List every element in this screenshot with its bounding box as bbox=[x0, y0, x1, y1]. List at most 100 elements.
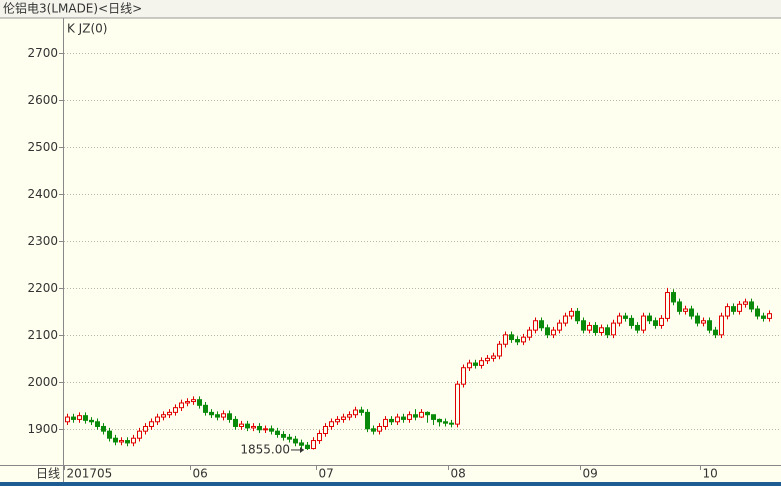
candle-body bbox=[323, 425, 328, 435]
candle-body bbox=[143, 425, 148, 432]
candle-body bbox=[149, 421, 154, 427]
candle-body bbox=[209, 411, 214, 416]
x-tick-label: 201705 bbox=[67, 467, 113, 481]
candle-body bbox=[365, 411, 370, 430]
candle-body bbox=[683, 308, 688, 312]
candle-body bbox=[131, 437, 136, 444]
x-tick-label: 07 bbox=[319, 467, 334, 481]
candle-body bbox=[479, 360, 484, 366]
candle-body bbox=[581, 320, 586, 331]
candle-body bbox=[653, 320, 658, 326]
candle-body bbox=[587, 324, 592, 331]
candle-body bbox=[611, 322, 616, 336]
candle-body bbox=[503, 334, 508, 345]
candle-body bbox=[305, 444, 310, 450]
y-tick-label: 2100 bbox=[27, 328, 58, 342]
candle-body bbox=[299, 442, 304, 446]
y-tick-label: 1900 bbox=[27, 422, 58, 436]
candle-body bbox=[341, 416, 346, 420]
candle-body bbox=[635, 324, 640, 331]
candle-body bbox=[353, 409, 358, 416]
candle-body bbox=[245, 423, 250, 429]
candle-body bbox=[395, 416, 400, 423]
candle-body bbox=[311, 440, 316, 450]
candle-body bbox=[599, 327, 604, 333]
candle-body bbox=[155, 416, 160, 423]
candle-body bbox=[545, 327, 550, 336]
candle-body bbox=[737, 303, 742, 312]
candle-body bbox=[761, 315, 766, 319]
candle-body bbox=[173, 407, 178, 413]
candle-body bbox=[677, 301, 682, 312]
candle-body bbox=[491, 355, 496, 359]
candle-body bbox=[593, 324, 598, 333]
candle-body bbox=[215, 414, 220, 418]
candle-body bbox=[161, 414, 166, 418]
y-tick-label: 2500 bbox=[27, 140, 58, 154]
candle-body bbox=[377, 425, 382, 432]
candle-body bbox=[281, 433, 286, 438]
candle-body bbox=[743, 301, 748, 305]
candle-body bbox=[287, 436, 292, 440]
y-tick-label: 2300 bbox=[27, 234, 58, 248]
y-tick-label: 2700 bbox=[27, 46, 58, 60]
y-tick-label: 2000 bbox=[27, 375, 58, 389]
candle-body bbox=[533, 320, 538, 331]
candle-body bbox=[203, 404, 208, 413]
candle-body bbox=[401, 416, 406, 420]
candle-body bbox=[725, 306, 730, 317]
candle-body bbox=[221, 413, 226, 418]
candle-body bbox=[383, 418, 388, 427]
candle-body bbox=[713, 329, 718, 336]
candle-body bbox=[767, 313, 772, 319]
candle-body bbox=[557, 322, 562, 331]
candle-body bbox=[455, 383, 460, 425]
candle-body bbox=[275, 430, 280, 435]
y-tick-label: 2200 bbox=[27, 281, 58, 295]
candle-body bbox=[521, 336, 526, 343]
candle-body bbox=[65, 416, 70, 423]
candle-body bbox=[419, 411, 424, 418]
indicator-label: K JZ(0) bbox=[67, 22, 107, 36]
candle-body bbox=[467, 362, 472, 369]
candle-body bbox=[527, 329, 532, 338]
candle-body bbox=[101, 425, 106, 432]
candle-body bbox=[689, 308, 694, 317]
y-tick-label: 2600 bbox=[27, 93, 58, 107]
x-tick-label: 10 bbox=[703, 467, 718, 481]
candle-body bbox=[461, 367, 466, 385]
candle-body bbox=[539, 320, 544, 329]
candle-body bbox=[617, 315, 622, 324]
candle-body bbox=[257, 425, 262, 431]
candle-body bbox=[695, 315, 700, 324]
low-label: 1855.00 bbox=[240, 442, 290, 456]
candle-body bbox=[167, 411, 172, 416]
candle-body bbox=[425, 411, 430, 416]
candle-body bbox=[563, 315, 568, 324]
candle-body bbox=[371, 428, 376, 432]
candle-body bbox=[605, 327, 610, 336]
x-tick-label: 06 bbox=[193, 467, 208, 481]
candle-body bbox=[731, 306, 736, 312]
candle-body bbox=[347, 414, 352, 418]
candle-body bbox=[329, 421, 334, 427]
candle-body bbox=[185, 401, 190, 404]
candle-body bbox=[335, 418, 340, 423]
candle-body bbox=[107, 430, 112, 439]
candle-body bbox=[407, 414, 412, 420]
candle-body bbox=[701, 320, 706, 324]
candle-body bbox=[137, 430, 142, 439]
candle-body bbox=[497, 343, 502, 357]
candle-body bbox=[485, 357, 490, 362]
candle-body bbox=[509, 334, 514, 341]
candle-body bbox=[665, 292, 670, 319]
candle-body bbox=[239, 423, 244, 427]
candle-body bbox=[431, 414, 436, 420]
candle-body bbox=[227, 413, 232, 420]
candle-body bbox=[197, 399, 202, 406]
candle-body bbox=[719, 315, 724, 336]
candle-body bbox=[125, 440, 130, 444]
candle-body bbox=[359, 409, 364, 413]
